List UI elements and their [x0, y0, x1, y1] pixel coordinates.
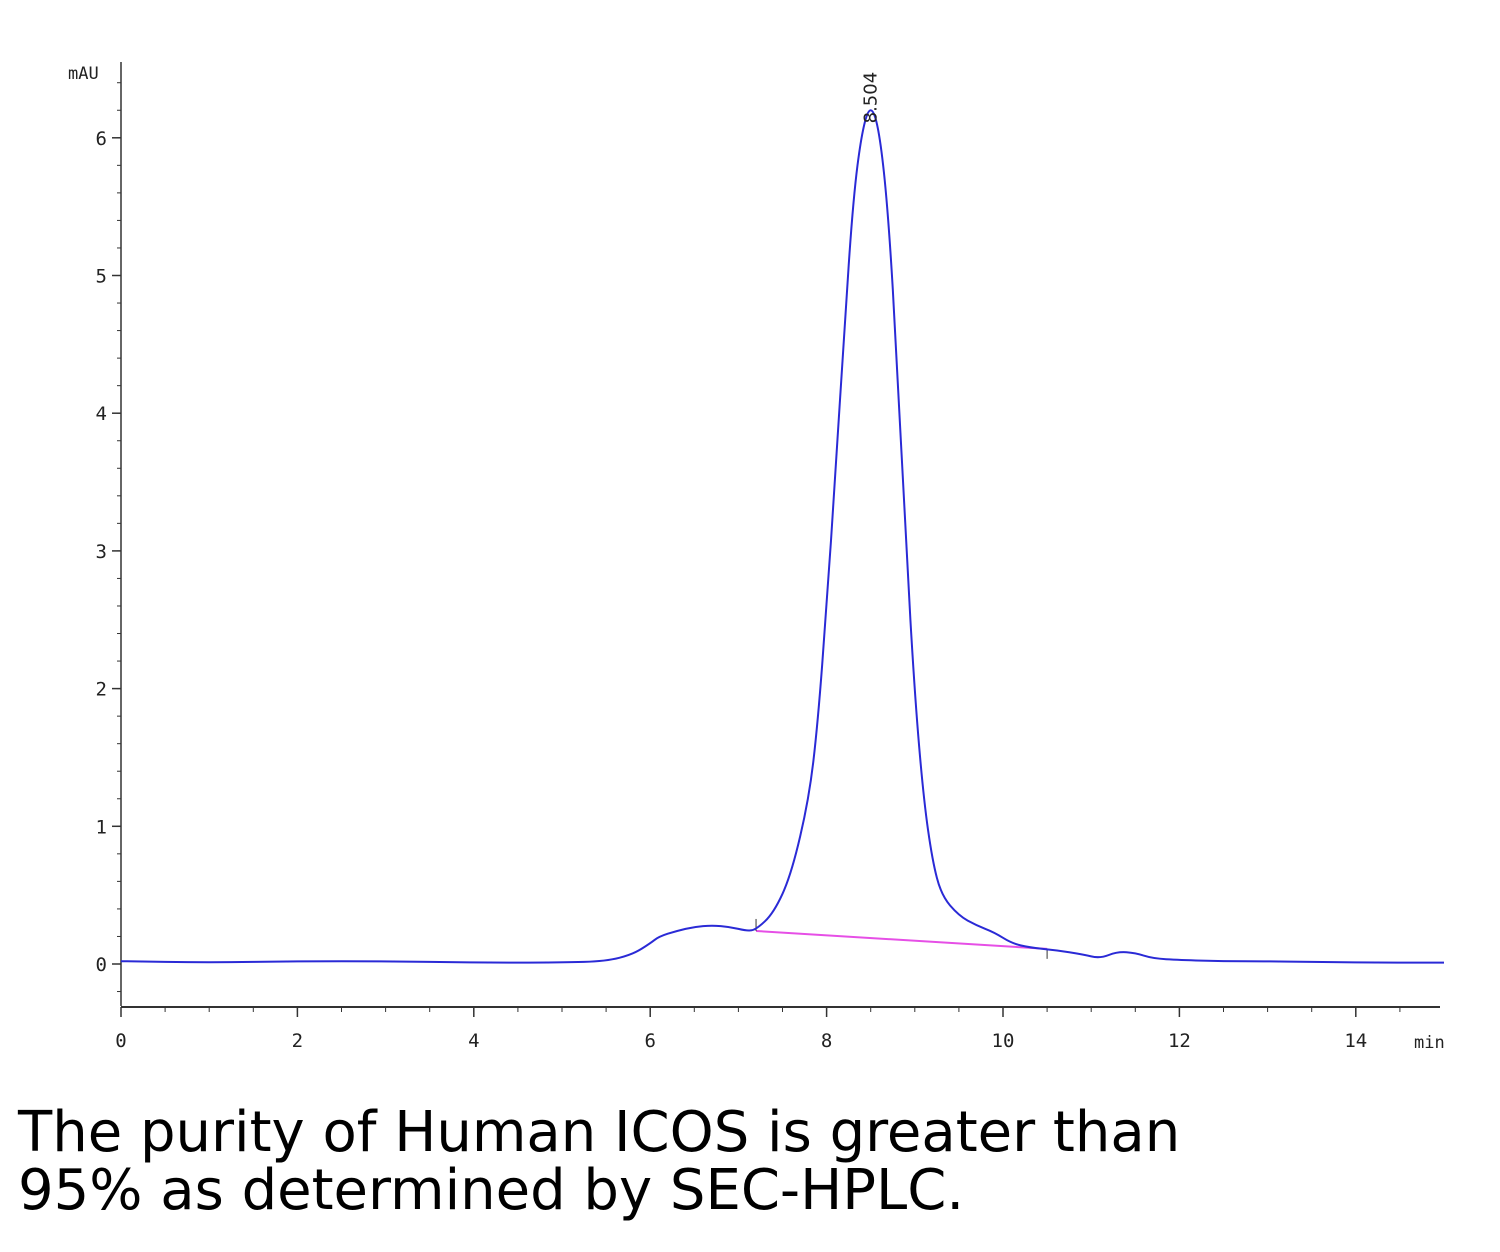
x-tick-label: 12 [1168, 1030, 1191, 1052]
y-tick-label: 6 [96, 128, 107, 150]
x-tick-label: 0 [115, 1030, 126, 1052]
x-axis-unit-label: min [1414, 1033, 1445, 1053]
x-tick-label: 4 [468, 1030, 479, 1052]
y-tick-label: 5 [96, 266, 107, 288]
peak-retention-time-label: 8.504 [861, 72, 882, 124]
x-tick-label: 14 [1344, 1030, 1367, 1052]
chart-axes [120, 62, 1440, 1008]
y-axis-unit-label: mAU [68, 64, 99, 84]
y-tick-label: 4 [96, 403, 107, 425]
purity-caption: The purity of Human ICOS is greater than… [18, 1104, 1418, 1220]
x-tick-label: 8 [821, 1030, 832, 1052]
x-tick-label: 2 [292, 1030, 303, 1052]
caption-line-2: 95% as determined by SEC-HPLC. [18, 1158, 965, 1223]
x-tick-label: 10 [992, 1030, 1015, 1052]
y-tick-label: 2 [96, 679, 107, 701]
x-tick-label: 6 [644, 1030, 655, 1052]
integration-baseline [755, 929, 1048, 950]
y-tick-label: 0 [96, 954, 107, 976]
caption-line-1: The purity of Human ICOS is greater than [18, 1100, 1181, 1165]
y-tick-label: 1 [96, 816, 107, 838]
chart-marks [120, 109, 1444, 964]
y-tick-label: 3 [96, 541, 107, 563]
chromatogram-trace [120, 109, 1444, 964]
